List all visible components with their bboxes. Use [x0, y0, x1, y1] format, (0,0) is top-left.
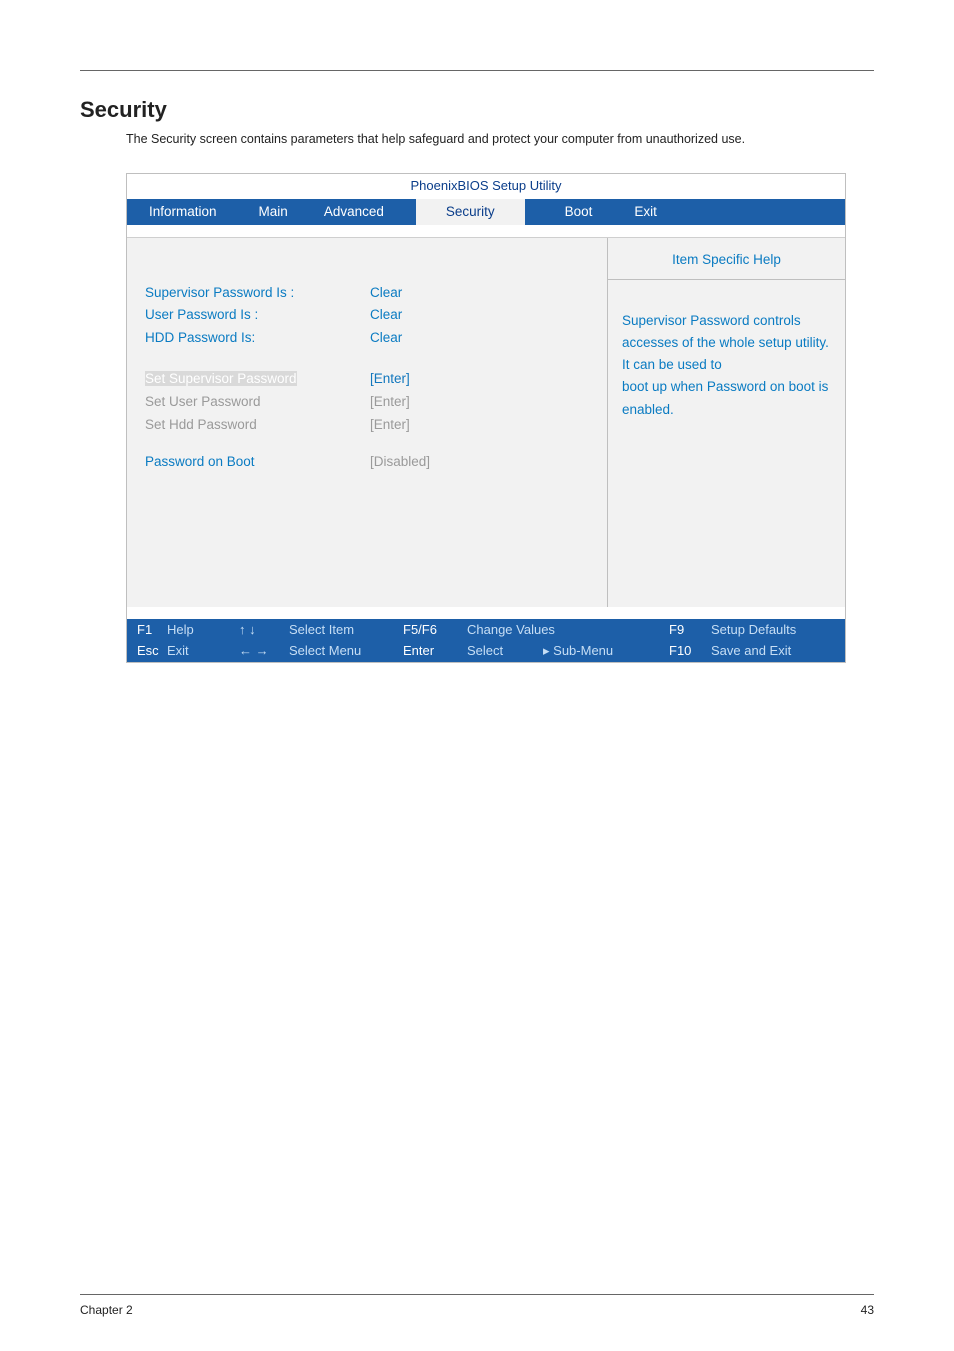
field-set-supervisor-pw[interactable]: Set Supervisor Password [145, 368, 370, 391]
footer-label-select-menu: Select Menu [289, 643, 403, 659]
footer-label-exit: Exit [167, 643, 239, 659]
bios-setup-screenshot: PhoenixBIOS Setup Utility Information Ma… [126, 173, 846, 663]
field-hdd-pw-value: Clear [370, 327, 402, 350]
footer-key-f1: F1 [127, 622, 167, 637]
help-body: Supervisor Password controls accesses of… [608, 280, 845, 435]
footer-key-f5f6: F5/F6 [403, 622, 467, 637]
footer-label-help: Help [167, 622, 239, 637]
field-supervisor-pw-value: Clear [370, 282, 402, 305]
footer-key-enter: Enter [403, 643, 467, 659]
chapter-label: Chapter 2 [80, 1303, 133, 1317]
field-set-hdd-pw-value: [Enter] [370, 414, 410, 437]
field-set-hdd-pw[interactable]: Set Hdd Password [145, 414, 370, 437]
tab-main[interactable]: Main [239, 199, 308, 225]
tab-boot[interactable]: Boot [525, 199, 621, 225]
field-set-supervisor-pw-value: [Enter] [370, 368, 410, 391]
field-user-pw-label: User Password Is : [145, 304, 370, 327]
bios-title: PhoenixBIOS Setup Utility [127, 174, 845, 199]
footer-label-select: Select [467, 643, 543, 659]
page-body-text: The Security screen contains parameters … [126, 131, 874, 149]
footer-label-select-item: Select Item [289, 622, 403, 637]
field-user-pw-value: Clear [370, 304, 402, 327]
footer-key-f9: F9 [669, 622, 711, 637]
field-password-on-boot[interactable]: Password on Boot [145, 451, 370, 474]
footer-label-save-exit: Save and Exit [711, 643, 845, 659]
bios-help-panel: Item Specific Help Supervisor Password c… [607, 238, 845, 607]
bios-fields-panel: Supervisor Password Is : Clear User Pass… [127, 238, 607, 607]
footer-label-setup-defaults: Setup Defaults [711, 622, 845, 637]
help-header: Item Specific Help [608, 238, 845, 280]
field-set-user-pw[interactable]: Set User Password [145, 391, 370, 414]
field-password-on-boot-value: [Disabled] [370, 451, 430, 474]
bios-footer-bar: F1 Help ↑ ↓ Select Item F5/F6 Change Val… [127, 619, 845, 662]
tab-advanced[interactable]: Advanced [308, 199, 416, 225]
field-hdd-pw-label: HDD Password Is: [145, 327, 370, 350]
tab-exit[interactable]: Exit [620, 199, 671, 225]
tab-security[interactable]: Security [416, 199, 525, 225]
page-heading: Security [80, 97, 874, 123]
bios-tab-bar: Information Main Advanced Security Boot … [127, 199, 845, 225]
page-footer: Chapter 2 43 [80, 1294, 874, 1317]
field-set-user-pw-value: [Enter] [370, 391, 410, 414]
footer-label-change-values: Change Values [467, 622, 617, 637]
tab-information[interactable]: Information [127, 199, 239, 225]
footer-key-updown: ↑ ↓ [239, 622, 289, 637]
footer-key-f10: F10 [669, 643, 711, 659]
footer-label-submenu: ▸ Sub-Menu [543, 643, 669, 659]
footer-key-esc: Esc [127, 643, 167, 659]
field-supervisor-pw-label: Supervisor Password Is : [145, 282, 370, 305]
footer-key-leftright: ← → [239, 643, 289, 659]
page-number: 43 [861, 1303, 874, 1317]
